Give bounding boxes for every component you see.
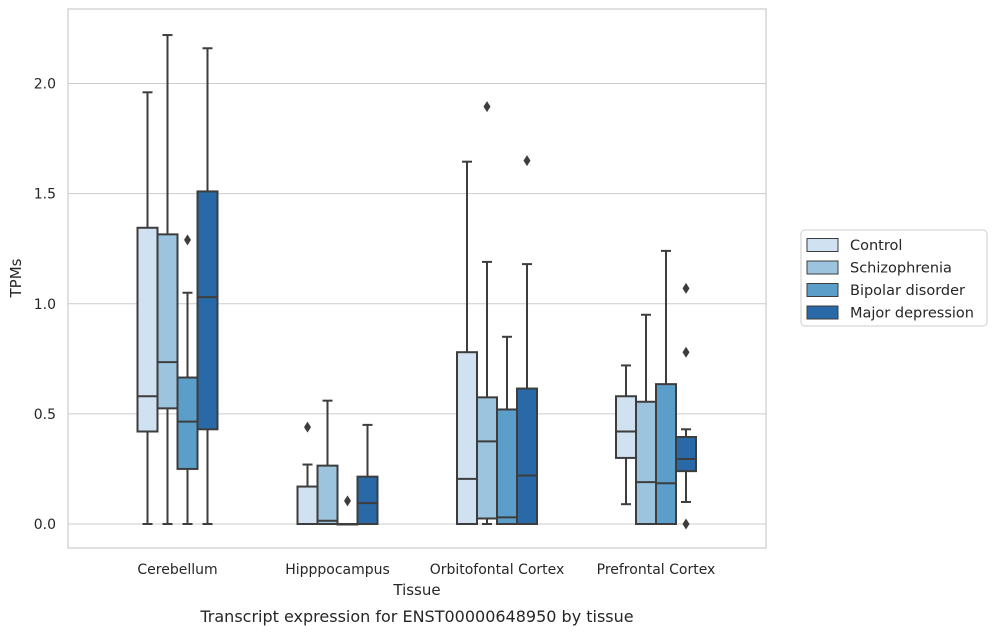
box-bipolar-disorder xyxy=(655,249,677,525)
x-tick-label: Cerebellum xyxy=(137,562,217,578)
box-series xyxy=(136,34,697,530)
iqr-box xyxy=(356,475,379,525)
legend-label: Major depression xyxy=(850,306,974,322)
box-schizophrenia xyxy=(316,399,339,526)
legend-swatch xyxy=(806,260,839,275)
outlier-point xyxy=(682,346,690,358)
iqr-box xyxy=(136,226,159,433)
outlier-point xyxy=(184,234,191,246)
box-control xyxy=(136,91,159,525)
iqr-box xyxy=(316,464,339,526)
legend-swatch xyxy=(806,238,839,252)
plot-area-frame xyxy=(67,8,767,549)
y-tick-label: 0.5 xyxy=(34,407,56,423)
chart-caption: Transcript expression for ENST0000064895… xyxy=(199,607,633,626)
y-tick-label: 1.5 xyxy=(34,187,56,203)
outlier-point xyxy=(523,155,531,167)
y-tick-label: 0.0 xyxy=(34,517,56,533)
outlier-point xyxy=(682,282,690,294)
iqr-box xyxy=(516,387,538,526)
iqr-box xyxy=(296,485,319,525)
box-bipolar-disorder xyxy=(176,234,199,525)
box-bipolar-disorder xyxy=(336,495,359,526)
box-schizophrenia xyxy=(635,313,657,526)
iqr-box xyxy=(496,408,518,525)
x-axis-label: Tissue xyxy=(392,581,440,599)
box-major-depression xyxy=(675,282,697,530)
iqr-box xyxy=(456,351,478,525)
iqr-box xyxy=(476,396,498,520)
y-axis-ticks: 0.0 0.5 1.0 1.5 2.0 xyxy=(34,77,56,534)
legend-label: Control xyxy=(850,238,902,254)
iqr-box xyxy=(675,436,697,473)
iqr-box xyxy=(176,376,199,470)
x-tick-label: Hipppocampus xyxy=(285,562,390,578)
box-control xyxy=(296,421,319,525)
outlier-point xyxy=(344,495,351,507)
iqr-box xyxy=(615,395,637,459)
outlier-point xyxy=(483,101,491,113)
x-tick-label: Prefrontal Cortex xyxy=(597,562,716,578)
x-tick-label: Orbitofontal Cortex xyxy=(430,562,565,578)
iqr-box xyxy=(635,400,657,526)
legend: Control Schizophrenia Bipolar disorder Majo… xyxy=(800,229,988,327)
x-axis-ticks: Cerebellum Hipppocampus Orbitofontal Corte… xyxy=(137,562,715,578)
box-control xyxy=(615,364,637,506)
legend-label: Bipolar disorder xyxy=(850,283,965,299)
box-bipolar-disorder xyxy=(496,335,518,525)
box-schizophrenia xyxy=(156,34,179,525)
legend-label: Schizophrenia xyxy=(850,261,952,277)
iqr-box xyxy=(156,233,179,410)
box-schizophrenia xyxy=(476,101,498,525)
legend-swatch xyxy=(806,305,839,320)
y-axis-label: TPMs xyxy=(7,258,25,298)
box-major-depression xyxy=(516,155,538,526)
outlier-point xyxy=(304,421,311,433)
legend-frame xyxy=(800,229,988,327)
iqr-box xyxy=(655,383,677,525)
legend-swatch xyxy=(806,283,839,297)
y-tick-label: 1.0 xyxy=(34,297,56,313)
y-tick-label: 2.0 xyxy=(34,77,56,93)
box-major-depression xyxy=(196,47,219,525)
box-major-depression xyxy=(356,423,379,525)
outlier-point xyxy=(682,518,690,530)
iqr-box xyxy=(196,190,219,431)
box-control xyxy=(456,160,478,525)
